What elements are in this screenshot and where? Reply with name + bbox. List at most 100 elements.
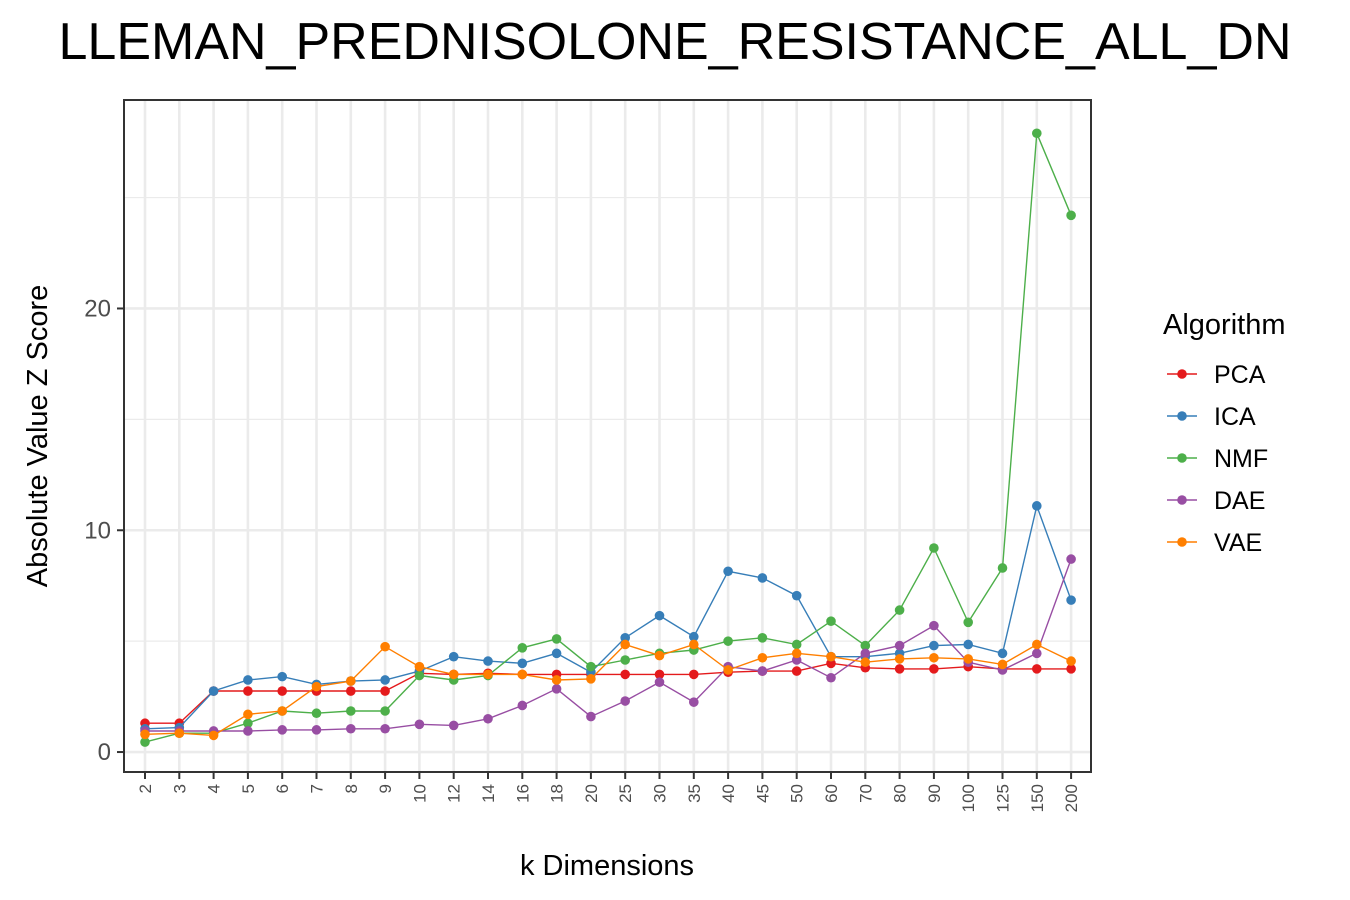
data-point-ica: [380, 675, 390, 685]
data-point-dae: [586, 711, 596, 722]
data-point-vae: [551, 675, 562, 685]
x-tick-label: 150: [1028, 784, 1047, 812]
data-point-dae: [277, 725, 288, 735]
x-tick-label: 100: [959, 784, 978, 812]
data-point-pca: [894, 664, 905, 674]
data-point-vae: [860, 657, 871, 668]
data-point-pca: [620, 669, 630, 680]
legend-key-point: [1177, 369, 1187, 379]
data-point-ica: [1066, 595, 1076, 605]
legend-label: NMF: [1214, 445, 1268, 473]
data-point-nmf: [517, 643, 528, 653]
x-tick-label: 25: [616, 784, 635, 803]
x-tick-label: 10: [410, 784, 429, 803]
data-point-ica: [277, 671, 288, 682]
data-point-ica: [997, 648, 1008, 659]
data-point-ica: [963, 639, 973, 650]
data-point-pca: [1032, 664, 1042, 674]
x-tick-label: 4: [205, 784, 224, 793]
data-point-nmf: [723, 636, 733, 646]
x-tick-label: 2: [136, 784, 155, 793]
data-point-vae: [140, 729, 150, 740]
data-point-pca: [826, 658, 836, 669]
data-point-dae: [551, 684, 562, 694]
data-point-ica: [791, 590, 802, 601]
data-point-dae: [1066, 554, 1076, 564]
data-point-nmf: [963, 617, 973, 628]
series-vae: [140, 639, 1076, 741]
data-point-ica: [517, 658, 528, 669]
data-point-vae: [243, 709, 253, 720]
x-tick-label: 20: [582, 784, 601, 803]
data-point-pca: [346, 686, 356, 696]
x-tick-label: 6: [273, 784, 292, 793]
data-point-dae: [311, 725, 322, 735]
data-point-nmf: [1032, 128, 1042, 139]
data-point-vae: [448, 669, 459, 680]
data-point-ica: [757, 573, 768, 583]
data-point-dae: [689, 697, 699, 707]
data-point-nmf: [894, 605, 905, 615]
data-point-pca: [654, 669, 665, 680]
legend-key-point: [1177, 537, 1187, 547]
data-point-dae: [1032, 648, 1042, 659]
data-point-nmf: [929, 543, 939, 553]
legend-key-point: [1177, 495, 1187, 505]
data-point-dae: [620, 696, 630, 706]
data-point-nmf: [140, 737, 150, 747]
x-tick-label: 30: [651, 784, 670, 803]
data-point-vae: [791, 648, 802, 659]
x-tick-label: 90: [925, 784, 944, 803]
data-point-vae: [311, 681, 322, 692]
data-point-vae: [380, 641, 390, 652]
data-point-pca: [277, 686, 288, 696]
data-point-vae: [208, 730, 219, 741]
data-point-ica: [620, 633, 630, 643]
legend-key-point: [1177, 411, 1187, 421]
y-tick-label: 0: [98, 739, 111, 766]
x-tick-label: 60: [822, 784, 841, 803]
series-line-dae: [145, 558, 1072, 732]
y-axis-title: Absolute Value Z Score: [22, 285, 54, 588]
data-point-dae: [860, 648, 871, 659]
data-point-nmf: [826, 616, 836, 626]
y-axis: 0 10 20: [84, 295, 124, 766]
x-tick-label: 18: [548, 784, 567, 803]
data-point-vae: [346, 676, 356, 686]
data-point-dae: [483, 713, 493, 724]
data-point-ica: [654, 610, 665, 621]
data-point-dae: [791, 655, 802, 665]
data-point-nmf: [586, 661, 596, 672]
series-line-ica: [144, 503, 1072, 730]
data-point-vae: [723, 665, 733, 675]
x-tick-label: 45: [753, 784, 772, 803]
y-tick-label: 10: [84, 517, 111, 544]
series-layer: [140, 128, 1076, 747]
data-point-pca: [791, 666, 802, 676]
plot-border: [123, 99, 1092, 773]
data-point-nmf: [414, 670, 425, 681]
data-point-nmf: [311, 708, 322, 719]
x-tick-label: 200: [1062, 784, 1081, 812]
data-point-dae: [894, 640, 905, 651]
data-point-pca: [243, 686, 253, 696]
x-tick-label: 7: [308, 784, 327, 793]
x-tick-label: 125: [994, 784, 1013, 812]
data-point-dae: [346, 723, 356, 734]
series-line-vae: [144, 643, 1072, 737]
data-point-vae: [620, 639, 630, 650]
data-point-ica: [723, 566, 733, 577]
data-point-pca: [689, 669, 699, 680]
data-point-nmf: [757, 633, 768, 643]
x-tick-label: 16: [513, 784, 532, 803]
legend: Algorithm PCA ICA NMF DAE VAE: [1163, 309, 1286, 557]
data-point-pca: [1066, 664, 1076, 674]
data-point-nmf: [620, 655, 630, 665]
x-tick-label: 9: [376, 784, 395, 793]
data-point-dae: [414, 719, 425, 730]
data-point-vae: [414, 661, 425, 672]
legend-item-nmf: NMF: [1167, 445, 1268, 473]
data-point-nmf: [997, 563, 1008, 573]
legend-label: DAE: [1214, 487, 1265, 515]
legend-item-ica: ICA: [1167, 403, 1256, 431]
